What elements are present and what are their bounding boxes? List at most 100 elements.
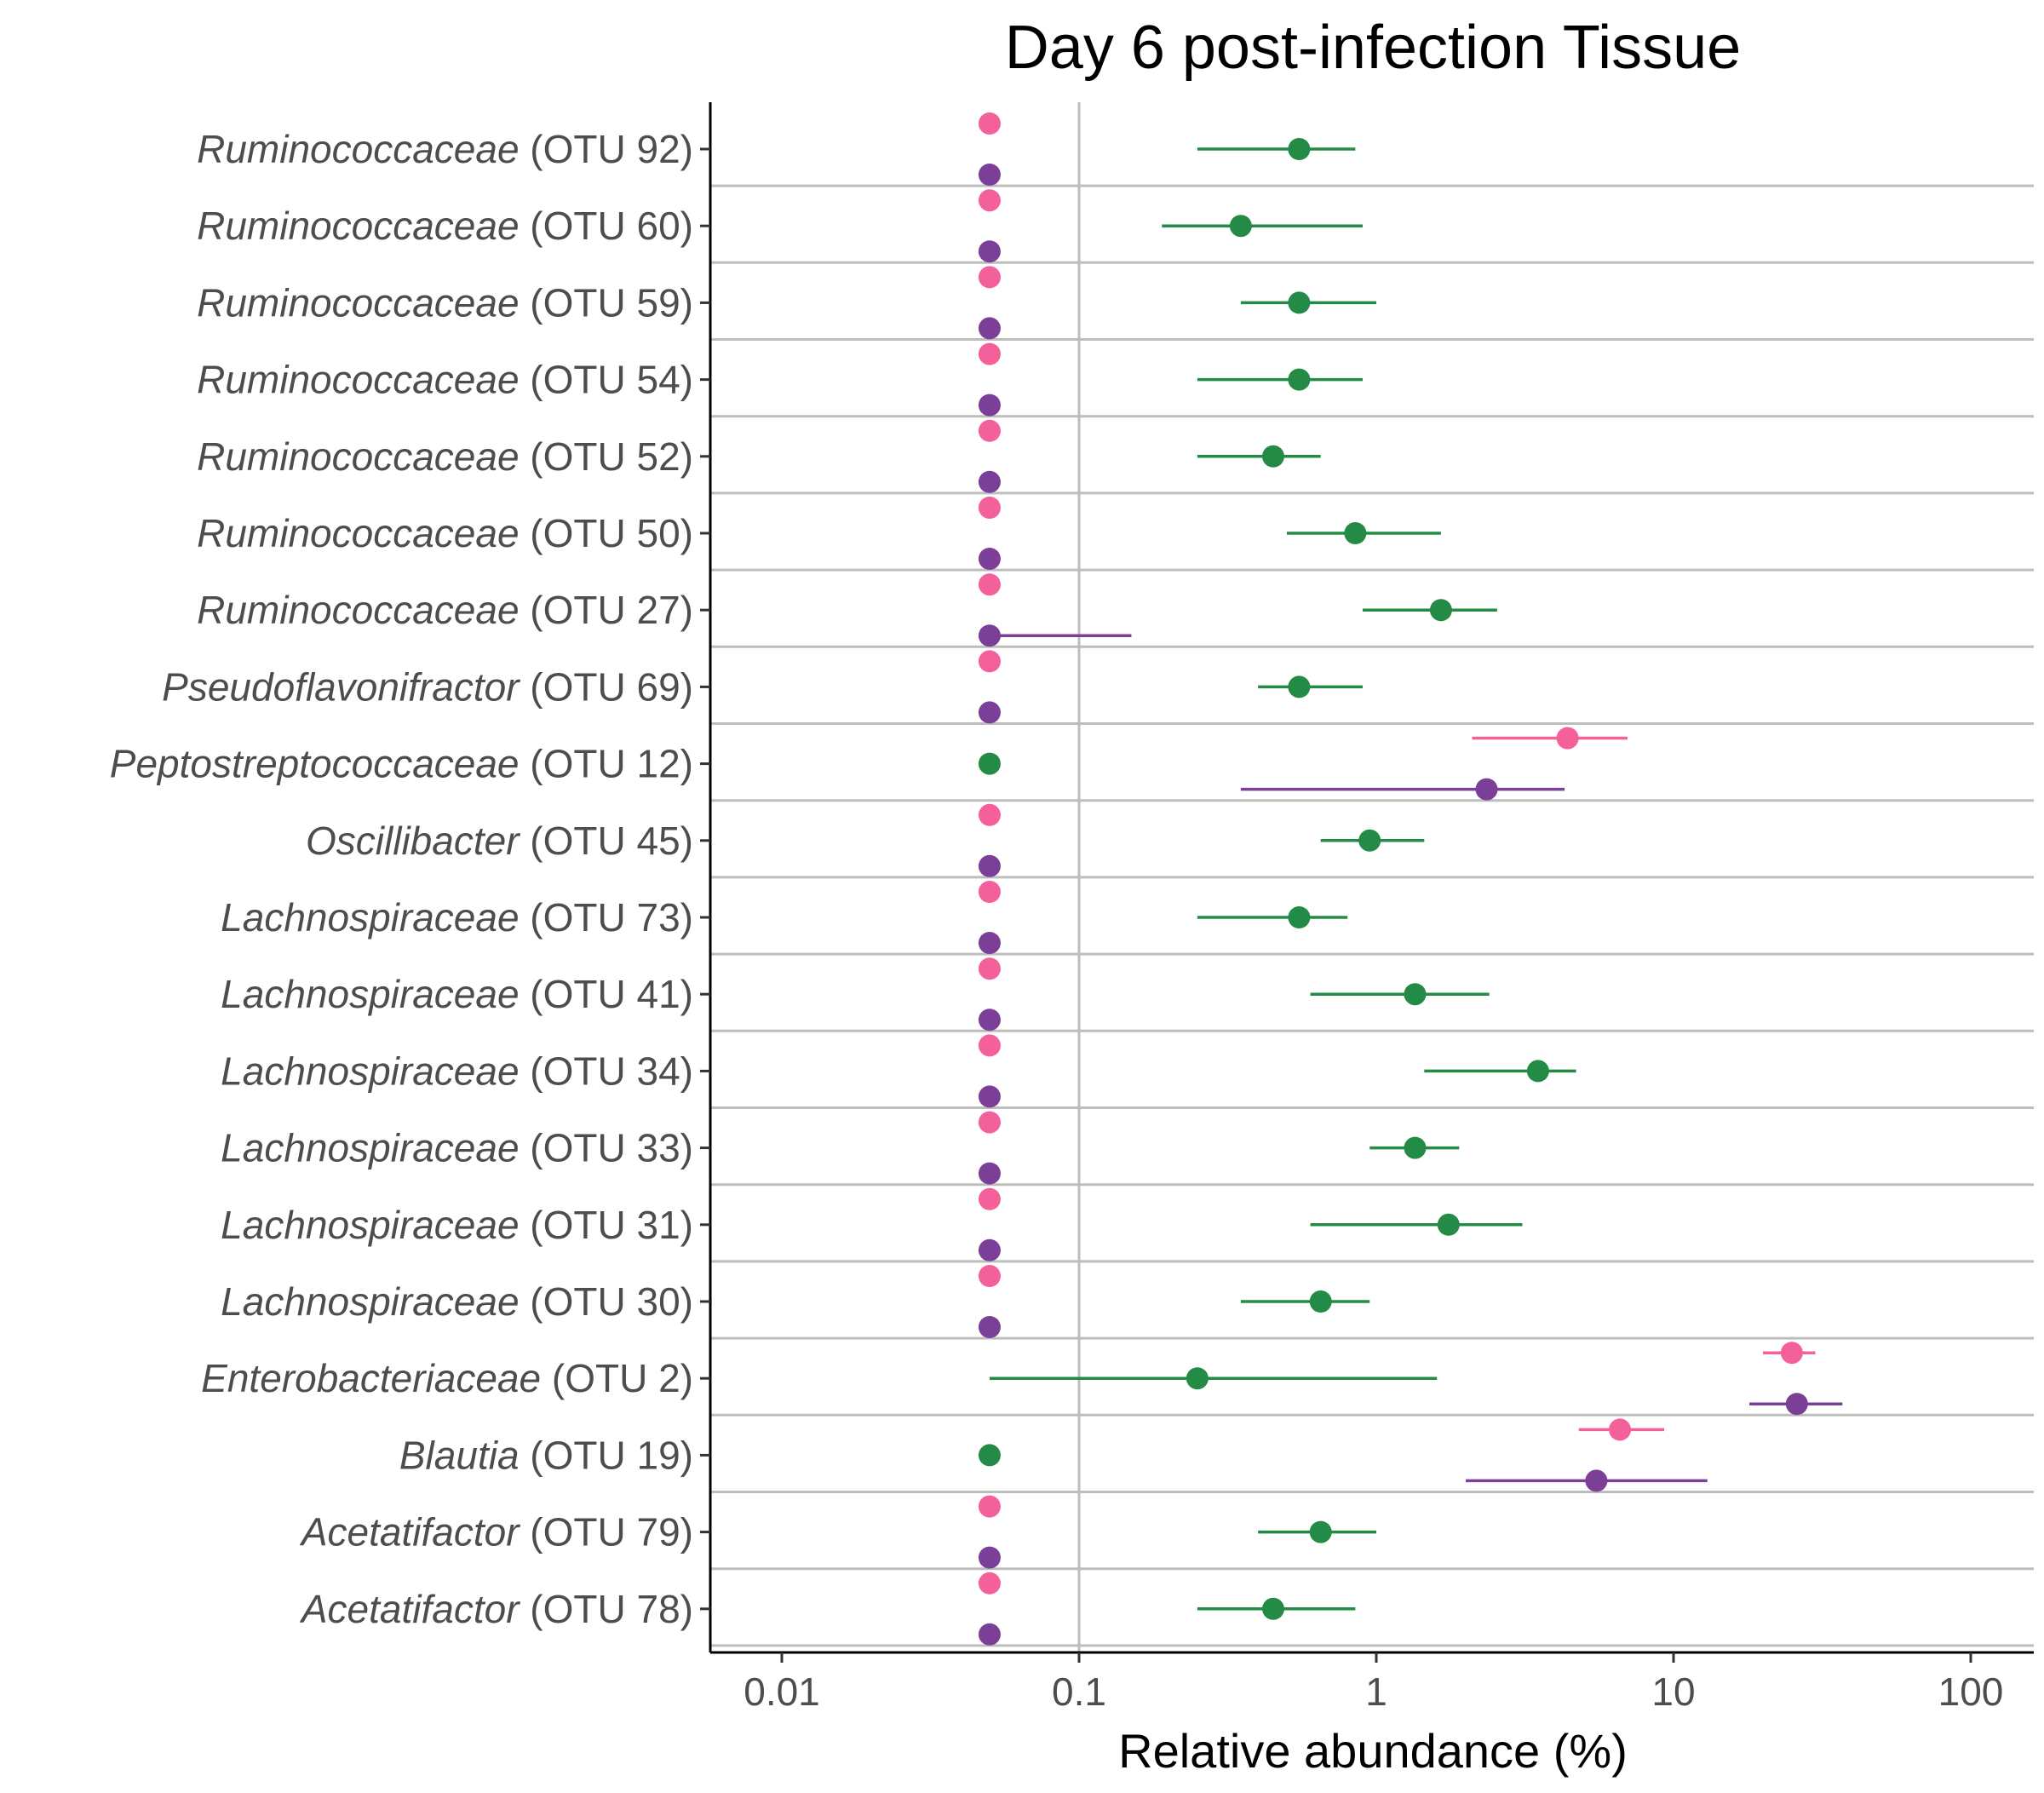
point-pink xyxy=(978,881,1001,903)
point-purple xyxy=(978,1009,1001,1032)
otu-id: (OTU 2) xyxy=(541,1356,693,1400)
y-tick-label: Oscillibacter (OTU 45) xyxy=(306,819,693,863)
point-pink xyxy=(978,1572,1001,1595)
y-tick-label: Lachnospiraceae (OTU 73) xyxy=(221,895,693,940)
otu-id: (OTU 19) xyxy=(520,1433,693,1477)
otu-id: (OTU 59) xyxy=(520,280,693,325)
y-tick-label: Ruminococcaceae (OTU 92) xyxy=(197,127,693,171)
y-tick-label: Peptostreptococcaceae (OTU 12) xyxy=(110,742,693,786)
point-purple xyxy=(1475,778,1498,801)
point-purple xyxy=(978,1085,1001,1108)
taxon-name: Lachnospiraceae xyxy=(221,895,519,940)
x-tick-label: 0.01 xyxy=(744,1669,820,1714)
x-tick-label: 10 xyxy=(1651,1669,1695,1714)
y-tick-layer: Ruminococcaceae (OTU 92) Ruminococcaceae … xyxy=(110,127,710,1631)
taxon-name: Lachnospiraceae xyxy=(221,1049,519,1093)
otu-id: (OTU 41) xyxy=(520,972,693,1016)
grid-layer xyxy=(710,102,2034,1652)
point-layer xyxy=(978,112,1808,1646)
point-green xyxy=(1404,983,1427,1006)
point-pink xyxy=(978,342,1001,365)
otu-id: (OTU 30) xyxy=(520,1279,693,1324)
taxon-name: Lachnospiraceae xyxy=(221,1126,519,1170)
y-tick-label: Ruminococcaceae (OTU 60) xyxy=(197,204,693,248)
y-tick-label: Acetatifactor (OTU 78) xyxy=(299,1587,693,1631)
x-axis-title: Relative abundance (%) xyxy=(1118,1724,1628,1778)
point-pink xyxy=(978,419,1001,442)
taxon-name: Acetatifactor xyxy=(299,1510,520,1555)
point-green xyxy=(1309,1520,1332,1543)
point-purple xyxy=(978,854,1001,877)
y-tick-label: Lachnospiraceae (OTU 31) xyxy=(221,1203,693,1247)
point-pink xyxy=(978,957,1001,980)
point-purple xyxy=(1585,1469,1608,1492)
otu-id: (OTU 34) xyxy=(520,1049,693,1093)
taxon-name: Ruminococcaceae xyxy=(197,280,519,325)
point-green xyxy=(1288,675,1311,698)
x-tick-label: 1 xyxy=(1365,1669,1387,1714)
taxon-name: Blautia xyxy=(399,1433,520,1477)
taxon-name: Ruminococcaceae xyxy=(197,588,519,632)
point-pink xyxy=(978,1111,1001,1134)
point-purple xyxy=(978,1238,1001,1261)
point-purple xyxy=(978,1623,1001,1646)
taxon-name: Pseudoflavonifractor xyxy=(162,664,520,709)
point-purple xyxy=(978,470,1001,493)
y-tick-label: Acetatifactor (OTU 79) xyxy=(299,1510,693,1555)
point-green xyxy=(1288,291,1311,314)
otu-id: (OTU 31) xyxy=(520,1203,693,1247)
point-green xyxy=(1404,1136,1427,1159)
point-pink xyxy=(978,1495,1001,1518)
point-green xyxy=(978,752,1001,775)
y-tick-label: Lachnospiraceae (OTU 41) xyxy=(221,972,693,1016)
otu-id: (OTU 60) xyxy=(520,204,693,248)
y-tick-label: Ruminococcaceae (OTU 27) xyxy=(197,588,693,632)
otu-id: (OTU 73) xyxy=(520,895,693,940)
taxon-name: Acetatifactor xyxy=(299,1587,520,1631)
otu-id: (OTU 78) xyxy=(520,1587,693,1631)
point-pink xyxy=(978,650,1001,673)
y-tick-label: Lachnospiraceae (OTU 30) xyxy=(221,1279,693,1324)
point-pink xyxy=(1556,727,1579,750)
y-tick-label: Ruminococcaceae (OTU 52) xyxy=(197,434,693,479)
point-pink xyxy=(978,1187,1001,1210)
taxon-name: Peptostreptococcaceae xyxy=(110,742,520,786)
point-pink xyxy=(978,497,1001,519)
otu-id: (OTU 69) xyxy=(520,664,693,709)
taxon-name: Ruminococcaceae xyxy=(197,511,519,555)
x-tick-label: 0.1 xyxy=(1052,1669,1106,1714)
taxon-name: Lachnospiraceae xyxy=(221,1203,519,1247)
otu-id: (OTU 52) xyxy=(520,434,693,479)
point-green xyxy=(1288,906,1311,928)
point-purple xyxy=(978,1546,1001,1569)
point-purple xyxy=(1785,1393,1808,1416)
point-purple xyxy=(978,240,1001,263)
point-pink xyxy=(1609,1418,1632,1441)
point-pink xyxy=(1780,1342,1803,1365)
point-green xyxy=(1358,829,1381,852)
taxon-name: Oscillibacter xyxy=(306,819,520,863)
point-green xyxy=(1429,599,1452,622)
point-purple xyxy=(978,164,1001,186)
point-purple xyxy=(978,701,1001,724)
point-purple xyxy=(978,548,1001,570)
otu-id: (OTU 50) xyxy=(520,511,693,555)
chart-title: Day 6 post-infection Tissue xyxy=(1005,14,1741,82)
point-pink xyxy=(978,112,1001,135)
point-pink xyxy=(978,266,1001,289)
point-pink xyxy=(978,1265,1001,1287)
point-green xyxy=(1437,1213,1460,1236)
taxon-name: Lachnospiraceae xyxy=(221,1279,519,1324)
otu-id: (OTU 12) xyxy=(520,742,693,786)
point-purple xyxy=(978,1162,1001,1185)
y-tick-label: Ruminococcaceae (OTU 50) xyxy=(197,511,693,555)
point-green xyxy=(1229,215,1252,238)
point-green xyxy=(1526,1060,1549,1083)
point-pink xyxy=(978,573,1001,596)
point-purple xyxy=(978,624,1001,647)
point-purple xyxy=(978,932,1001,954)
point-purple xyxy=(978,1316,1001,1338)
taxon-name: Ruminococcaceae xyxy=(197,127,519,171)
point-purple xyxy=(978,394,1001,417)
